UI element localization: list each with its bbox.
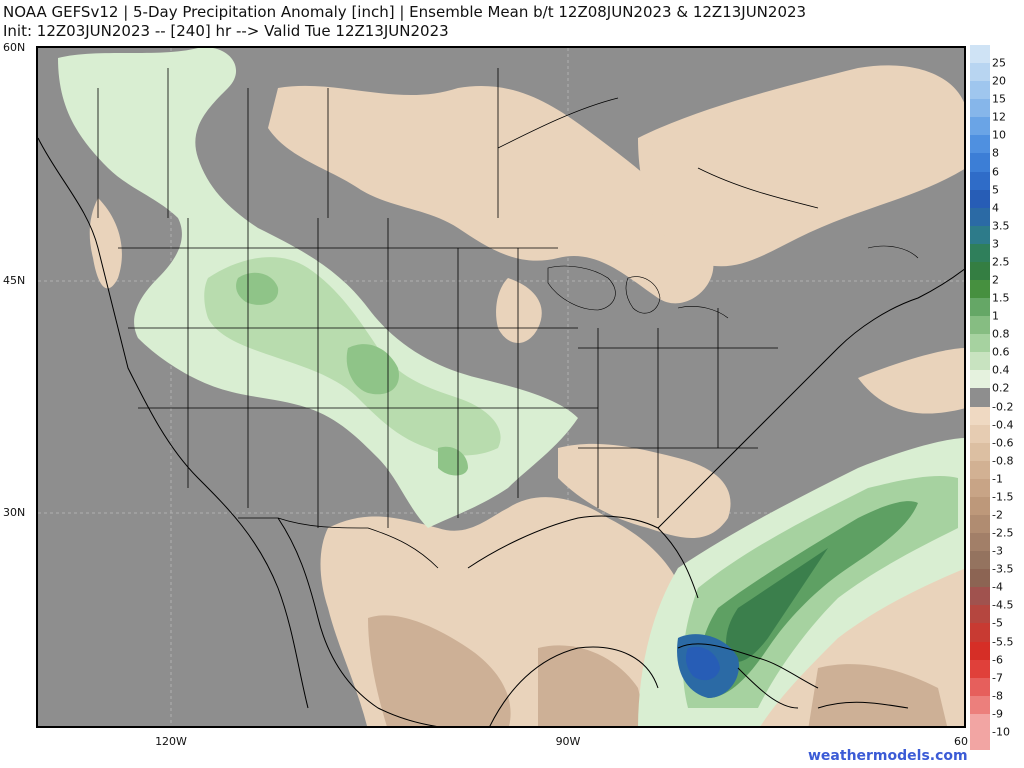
colorbar-swatch bbox=[970, 406, 990, 426]
colorbar-label: 0.4 bbox=[992, 363, 1010, 377]
colorbar-swatch bbox=[970, 298, 990, 317]
atlantic-wet-band bbox=[638, 438, 964, 726]
colorbar-label: 10 bbox=[992, 128, 1006, 142]
colorbar-label: -1 bbox=[992, 472, 1003, 486]
colorbar-label: -0.4 bbox=[992, 418, 1014, 432]
colorbar-label: 0.6 bbox=[992, 345, 1010, 359]
colorbar-label: 4 bbox=[992, 201, 999, 215]
colorbar-label: 25 bbox=[992, 56, 1006, 70]
lat-label-45n: 45N bbox=[3, 274, 26, 287]
colorbar-label: 2 bbox=[992, 273, 999, 287]
colorbar-label: 1 bbox=[992, 309, 999, 323]
colorbar-label: 6 bbox=[992, 165, 999, 179]
colorbar-swatch bbox=[970, 478, 990, 498]
colorbar-swatch bbox=[970, 63, 990, 82]
colorbar-swatch bbox=[970, 243, 990, 263]
colorbar-swatch bbox=[970, 515, 990, 534]
dry-anomaly-deeper bbox=[368, 615, 948, 726]
brand-watermark: weathermodels.com bbox=[808, 748, 968, 764]
colorbar-label: 20 bbox=[992, 74, 1006, 88]
lon-label-120w: 120W bbox=[155, 735, 187, 748]
lat-label-30n: 30N bbox=[3, 506, 26, 519]
colorbar-swatch bbox=[970, 659, 990, 679]
colorbar-label: -10 bbox=[992, 725, 1010, 739]
colorbar-label: -7 bbox=[992, 671, 1003, 685]
colorbar-label: 3 bbox=[992, 237, 999, 251]
chart-title: NOAA GEFSv12 | 5-Day Precipitation Anoma… bbox=[3, 3, 807, 21]
colorbar-label: -5.5 bbox=[992, 635, 1014, 649]
colorbar-swatch bbox=[970, 551, 990, 570]
colorbar-swatch bbox=[970, 695, 990, 715]
colorbar-swatch bbox=[970, 623, 990, 643]
colorbar-swatch bbox=[970, 388, 990, 408]
colorbar-swatch bbox=[970, 352, 990, 371]
province-borders bbox=[97, 68, 819, 218]
colorbar-label: -3 bbox=[992, 544, 1003, 558]
state-borders bbox=[118, 218, 778, 569]
colorbar-label: -2 bbox=[992, 508, 1003, 522]
colorbar-swatch bbox=[970, 171, 990, 191]
colorbar-label: -9 bbox=[992, 707, 1003, 721]
colorbar-label: 0.2 bbox=[992, 381, 1010, 395]
colorbar-label: 5 bbox=[992, 183, 999, 197]
colorbar-swatch bbox=[970, 731, 990, 751]
colorbar-swatch bbox=[970, 81, 990, 100]
colorbar-label: 2.5 bbox=[992, 255, 1010, 269]
colorbar-swatch bbox=[970, 135, 990, 154]
map-canvas bbox=[38, 48, 964, 726]
colorbar-swatch bbox=[970, 460, 990, 480]
colorbar-swatch bbox=[970, 45, 990, 64]
colorbar-swatch bbox=[970, 533, 990, 552]
colorbar-swatch bbox=[970, 424, 990, 444]
lon-label-90w: 90W bbox=[555, 735, 581, 748]
colorbar-label: 15 bbox=[992, 92, 1006, 106]
colorbar-label: -0.2 bbox=[992, 400, 1014, 414]
lakes bbox=[547, 245, 919, 319]
colorbar-label: 1.5 bbox=[992, 291, 1010, 305]
colorbar-swatch bbox=[970, 334, 990, 353]
colorbar-swatch bbox=[970, 713, 990, 733]
colorbar-swatch bbox=[970, 442, 990, 462]
map-area bbox=[36, 46, 966, 728]
colorbar-swatch bbox=[970, 641, 990, 661]
colorbar bbox=[970, 45, 990, 751]
colorbar-label: -0.6 bbox=[992, 436, 1014, 450]
colorbar-swatch bbox=[970, 569, 990, 588]
colorbar-swatch bbox=[970, 207, 990, 227]
colorbar-swatch bbox=[970, 496, 990, 516]
colorbar-label: -5 bbox=[992, 616, 1003, 630]
colorbar-label: -6 bbox=[992, 653, 1003, 667]
colorbar-swatch bbox=[970, 117, 990, 136]
colorbar-label: 3.5 bbox=[992, 219, 1010, 233]
wet-anomaly-strong bbox=[236, 272, 468, 476]
colorbar-swatch bbox=[970, 605, 990, 624]
colorbar-label: -4.5 bbox=[992, 598, 1014, 612]
colorbar-label: -2.5 bbox=[992, 526, 1014, 540]
colorbar-label: -0.8 bbox=[992, 454, 1014, 468]
colorbar-swatch bbox=[970, 677, 990, 697]
colorbar-label: -8 bbox=[992, 689, 1003, 703]
colorbar-label: 8 bbox=[992, 146, 999, 160]
colorbar-swatch bbox=[970, 153, 990, 173]
lon-label-60: 60 bbox=[954, 735, 968, 748]
colorbar-label: 12 bbox=[992, 110, 1006, 124]
colorbar-label: 0.8 bbox=[992, 327, 1010, 341]
coastlines bbox=[38, 137, 964, 726]
colorbar-swatch bbox=[970, 99, 990, 118]
colorbar-label: -1.5 bbox=[992, 490, 1014, 504]
colorbar-swatch bbox=[970, 280, 990, 299]
lat-label-60n: 60N bbox=[3, 41, 26, 54]
colorbar-swatch bbox=[970, 587, 990, 606]
colorbar-swatch bbox=[970, 189, 990, 209]
colorbar-swatch bbox=[970, 261, 990, 281]
chart-subtitle: Init: 12Z03JUN2023 -- [240] hr --> Valid… bbox=[3, 22, 449, 40]
colorbar-label: -3.5 bbox=[992, 562, 1014, 576]
colorbar-swatch bbox=[970, 370, 990, 389]
colorbar-swatch bbox=[970, 316, 990, 335]
colorbar-swatch bbox=[970, 225, 990, 245]
colorbar-label: -4 bbox=[992, 580, 1003, 594]
